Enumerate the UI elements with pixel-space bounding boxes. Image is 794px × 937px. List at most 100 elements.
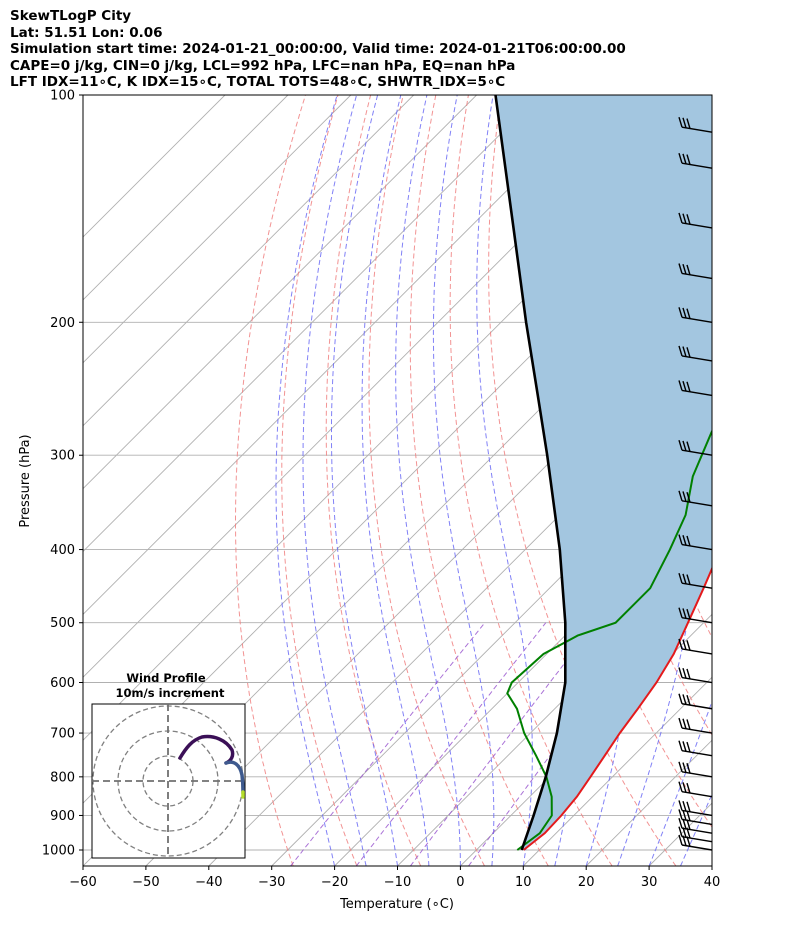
wind-barb-flag <box>682 800 687 812</box>
isotherm--110 <box>83 95 540 553</box>
hodograph-subtitle: 10m/s increment <box>116 686 225 700</box>
wind-barb-250 <box>678 380 713 397</box>
isotherm--150 <box>83 95 289 301</box>
wind-barb-flag <box>682 809 687 821</box>
wind-barb-staff <box>681 222 713 229</box>
x-tick-label: −60 <box>69 875 96 890</box>
title-line-2: Lat: 51.51 Lon: 0.06 <box>10 25 163 41</box>
wind-barb-flag <box>678 638 683 650</box>
wind-barb-flag <box>682 741 687 752</box>
wind-barb-650 <box>678 693 713 710</box>
dry-adiabat--20 <box>281 95 358 866</box>
wind-barb-flag <box>678 717 683 729</box>
y-tick-label: 300 <box>50 449 75 464</box>
wind-barb-950 <box>678 817 713 834</box>
moist-adiabat--5 <box>361 95 430 866</box>
hodograph-trace-mid <box>224 760 245 794</box>
wind-barb-flag <box>682 718 687 729</box>
x-tick-label: 30 <box>641 875 658 890</box>
x-tick-label: 10 <box>515 875 532 890</box>
x-axis-ticks: −60 −50 −40 −30 −20 −10 0 10 20 30 40 <box>69 866 720 890</box>
wind-barb-flag <box>686 264 691 276</box>
y-tick-label: 400 <box>50 543 75 558</box>
wind-barb-flag <box>682 668 687 679</box>
moist-adiabat--20 <box>275 95 338 866</box>
wind-barb-600 <box>678 667 713 684</box>
wind-barb-staff <box>681 355 713 362</box>
isotherm--20 <box>334 487 712 866</box>
wind-barb-staff <box>681 162 713 169</box>
wind-barb-flag <box>678 693 683 704</box>
profile-lines <box>494 95 712 851</box>
moist-adiabat-35 <box>680 793 712 866</box>
wind-barb-flag <box>682 213 687 224</box>
wind-barb-flag <box>678 607 683 618</box>
wind-barb-flag <box>682 694 687 705</box>
title-line-1: SkewTLogP City <box>10 8 132 24</box>
wind-barb-staff <box>681 676 713 684</box>
dry-adiabat-100 <box>729 95 794 866</box>
hodograph-title: Wind Profile <box>126 671 206 685</box>
wind-barb-flag <box>678 809 683 820</box>
moist-adiabat-10 <box>476 95 533 866</box>
wind-barb-staff <box>681 771 713 778</box>
wind-barb-flag <box>682 307 687 319</box>
wind-barb-225 <box>678 345 713 362</box>
y-axis-ticks: 100 200 300 400 500 600 700 800 900 1000 <box>42 89 83 859</box>
y-tick-label: 100 <box>50 89 75 104</box>
moist-adiabat-30 <box>648 699 712 866</box>
cape-fill-layer <box>495 95 712 850</box>
mixing-ratio-2 <box>409 622 597 866</box>
wind-barb-flag <box>682 639 687 650</box>
wind-barb-staff <box>681 836 713 843</box>
wind-barb-staff <box>681 809 713 817</box>
moist-adiabat-40 <box>711 864 712 866</box>
y-tick-label: 900 <box>50 809 75 824</box>
wind-barb-flag <box>686 819 691 830</box>
hodograph-inset: Wind Profile 10m/s increment <box>91 671 246 859</box>
wind-barb-flag <box>686 441 691 452</box>
wind-barb-flag <box>686 118 691 129</box>
wind-barb-800 <box>678 761 713 778</box>
wind-barb-flag <box>682 608 687 619</box>
wind-barb-flag <box>678 834 683 846</box>
x-tick-label: −40 <box>195 875 222 890</box>
x-tick-label: −30 <box>258 875 285 890</box>
wind-barb-flag <box>678 307 683 318</box>
wind-barb-staff <box>681 648 713 655</box>
wind-barb-flag <box>678 761 683 773</box>
wind-barb-flag <box>686 801 691 813</box>
title-line-3: Simulation start time: 2024-01-21_00:00:… <box>10 41 626 57</box>
wind-barb-flag <box>686 214 691 225</box>
wind-barb-900 <box>678 800 713 817</box>
wind-barb-175 <box>678 263 713 280</box>
wind-barb-300 <box>678 440 713 456</box>
wind-barb-125 <box>678 152 713 169</box>
wind-barb-staff <box>681 749 713 757</box>
x-tick-label: −50 <box>132 875 159 890</box>
moist-adiabat--15 <box>302 95 367 866</box>
wind-barb-850 <box>678 781 713 798</box>
dry-adiabat--10 <box>325 95 422 866</box>
wind-barbs <box>678 116 713 851</box>
y-tick-label: 1000 <box>42 844 75 859</box>
wind-barb-staff <box>681 818 713 826</box>
wind-barb-staff <box>681 827 713 834</box>
y-tick-label: 600 <box>50 676 75 691</box>
wind-barb-150 <box>678 212 713 229</box>
wind-barb-flag <box>682 491 687 502</box>
mixing-ratio-0.4 <box>290 622 486 866</box>
wind-barb-staff <box>681 272 713 280</box>
wind-barb-flag <box>678 380 683 391</box>
wind-barb-flag <box>678 440 683 451</box>
dewpoint-line <box>506 429 712 851</box>
wind-barb-staff <box>681 582 713 589</box>
wind-barb-700 <box>678 717 713 734</box>
moist-adiabat-5 <box>432 95 495 866</box>
isotherm--120 <box>83 95 477 490</box>
wind-barb-staff <box>681 500 713 507</box>
parcel-line <box>494 95 567 851</box>
wind-barb-staff <box>681 727 713 734</box>
wind-barb-flag <box>678 572 683 584</box>
